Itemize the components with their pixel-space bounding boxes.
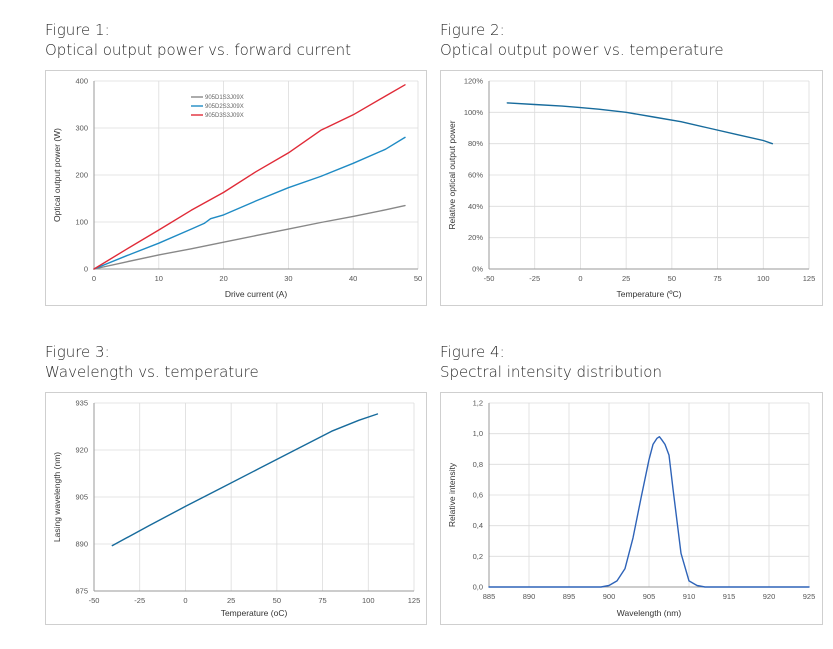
figure-3-heading: Figure 3: Wavelength vs. temperature [45,342,259,382]
x-tick-label: 0 [92,274,96,283]
series-line-905d3s3j09x [93,84,406,270]
series-line-1 [111,413,379,547]
y-tick-label: 20% [468,233,483,242]
y-tick-label: 0,8 [473,460,483,469]
chart-4-gridlines [488,402,810,588]
x-tick-label: 915 [723,592,736,601]
y-tick-label: 200 [75,171,88,180]
chart-2-gridlines [488,80,810,270]
x-axis-label: Drive current (A) [225,289,288,299]
x-axis-label: Temperature (oC) [221,608,288,618]
chart-1-svg: 0 10 20 30 40 50 0 100 200 300 400 Drive current (A… [52,77,422,300]
chart-2-svg: -50 -25 0 25 50 75 100 125 0% 20% 40% 60% 80% 100% 120… [447,77,816,300]
legend-entry: 905D3S3J09X [205,113,244,119]
x-tick-label: 125 [408,596,421,605]
y-tick-label: 0,4 [473,521,483,530]
y-tick-label: 1,0 [473,429,483,438]
chart-4-svg: 885 890 895 900 905 910 915 920 925 0,0 0,2 0,4 0,6 0… [447,399,816,619]
y-tick-label: 1,2 [473,399,483,408]
y-axis-label: Optical output power (W) [52,128,62,222]
series-line-1 [506,102,774,145]
y-tick-label: 40% [468,202,483,211]
x-tick-label: 0 [183,596,187,605]
x-tick-label: 125 [803,274,816,283]
series-line-905d1s3j09x [93,204,406,270]
y-tick-label: 400 [75,77,88,86]
x-tick-label: 905 [643,592,656,601]
y-axis-label: Relative intensity [447,462,457,527]
x-tick-label: 30 [284,274,292,283]
y-tick-label: 935 [75,399,88,408]
x-tick-label: 920 [763,592,776,601]
y-axis-label: Lasing wavelength (nm) [52,452,62,542]
x-tick-label: 885 [483,592,496,601]
x-tick-label: 75 [318,596,326,605]
chart-panel-3: -50 -25 0 25 50 75 100 125 875 890 905 920 935 Temper… [45,392,427,625]
x-tick-label: 25 [622,274,630,283]
x-tick-label: 20 [219,274,227,283]
y-axis-label: Relative optical output power [447,120,457,229]
y-tick-label: 0 [84,265,88,274]
figure-1-title: Optical output power vs. forward current [45,41,352,59]
legend-entry: 905D2S3J09X [205,104,244,110]
y-tick-label: 905 [75,493,88,502]
figure-4-heading: Figure 4: Spectral intensity distributio… [440,342,662,382]
x-tick-label: -50 [484,274,495,283]
x-tick-label: 100 [362,596,375,605]
x-tick-label: 925 [803,592,816,601]
x-tick-label: 890 [523,592,536,601]
x-tick-label: 900 [603,592,616,601]
x-tick-label: 50 [668,274,676,283]
x-tick-label: 10 [155,274,163,283]
x-tick-label: 50 [414,274,422,283]
x-tick-label: 895 [563,592,576,601]
chart-1-legend: 905D1S3J09X 905D2S3J09X 905D3S3J09X [191,95,244,119]
y-tick-label: 0,2 [473,552,483,561]
y-tick-label: 100% [464,108,484,117]
chart-3-gridlines [93,402,415,592]
series-line-1 [488,436,810,588]
chart-panel-2: -50 -25 0 25 50 75 100 125 0% 20% 40% 60% 80% 100% 120… [440,70,823,306]
y-tick-label: 875 [75,587,88,596]
chart-panel-1: 0 10 20 30 40 50 0 100 200 300 400 Drive current (A… [45,70,427,306]
x-tick-label: 100 [757,274,770,283]
x-tick-label: 50 [273,596,281,605]
x-tick-label: 25 [227,596,235,605]
legend-entry: 905D1S3J09X [205,95,244,101]
y-tick-label: 0% [472,265,483,274]
x-tick-label: 0 [578,274,582,283]
y-tick-label: 60% [468,171,483,180]
x-tick-label: 40 [349,274,357,283]
figure-3-label: Figure 3: [45,343,110,361]
y-tick-label: 300 [75,124,88,133]
figure-1-heading: Figure 1: Optical output power vs. forwa… [45,20,351,60]
figure-2-heading: Figure 2: Optical output power vs. tempe… [440,20,724,60]
x-axis-label: Temperature (ºC) [617,289,682,299]
y-tick-label: 0,6 [473,491,483,500]
figure-4-label: Figure 4: [440,343,505,361]
x-tick-label: -25 [134,596,145,605]
figure-2-title: Optical output power vs. temperature [440,41,724,59]
y-tick-label: 80% [468,139,483,148]
series-line-905d2s3j09x [93,136,406,270]
y-tick-label: 120% [464,77,484,86]
x-tick-label: -25 [529,274,540,283]
figure-4-title: Spectral intensity distribution [440,363,662,381]
y-tick-label: 920 [75,446,88,455]
figure-2-label: Figure 2: [440,21,505,39]
x-tick-label: 910 [683,592,696,601]
figure-1-label: Figure 1: [45,21,110,39]
x-tick-label: 75 [713,274,721,283]
x-axis-label: Wavelength (nm) [617,608,682,618]
y-tick-label: 890 [75,540,88,549]
y-tick-label: 100 [75,218,88,227]
chart-panel-4: 885 890 895 900 905 910 915 920 925 0,0 0,2 0,4 0,6 0… [440,392,823,625]
chart-3-svg: -50 -25 0 25 50 75 100 125 875 890 905 920 935 Temper… [52,399,421,619]
chart-1-gridlines [93,80,419,270]
y-tick-label: 0,0 [473,583,483,592]
figure-3-title: Wavelength vs. temperature [45,363,259,381]
x-tick-label: -50 [89,596,100,605]
